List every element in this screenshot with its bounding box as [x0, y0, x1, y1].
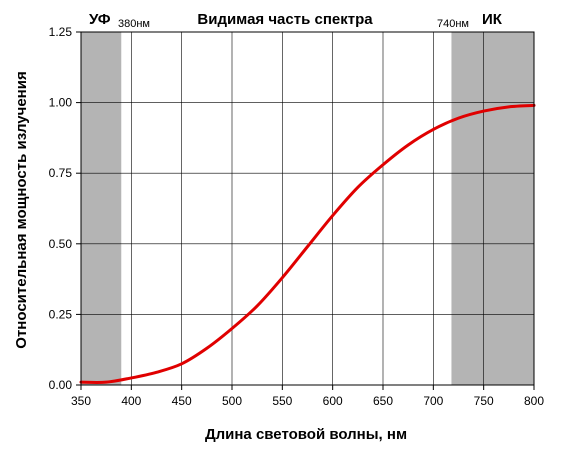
x-tick-label: 650	[373, 394, 393, 408]
series-line-0	[79, 103, 536, 384]
y-tick-label: 1.25	[49, 25, 73, 39]
y-tick-label: 0.25	[49, 307, 73, 321]
uv-region-label: УФ	[89, 11, 111, 28]
shaded-region-1	[451, 32, 534, 385]
y-tick-label: 1.00	[49, 96, 73, 110]
y-tick-label: 0.50	[49, 237, 73, 251]
uv-boundary-label: 380нм	[118, 18, 150, 30]
series-layer	[79, 103, 536, 384]
ticks: 350 400 450 500 550 600 650 700 750 800 0.00 0.25 0.…	[49, 25, 545, 408]
x-axis-title: Длина световой волны, нм	[205, 426, 407, 443]
x-tick-label: 750	[474, 394, 494, 408]
x-tick-label: 450	[172, 394, 192, 408]
x-tick-label: 400	[121, 394, 141, 408]
y-tick-label: 0.00	[49, 378, 73, 392]
shaded-region-0	[81, 32, 122, 385]
plot-frame	[80, 31, 535, 386]
ir-region-label: ИК	[482, 11, 503, 28]
x-tick-label: 350	[71, 394, 91, 408]
ir-boundary-label: 740нм	[437, 18, 469, 30]
y-tick-label: 0.75	[49, 166, 73, 180]
x-tick-label: 600	[323, 394, 343, 408]
shaded-regions	[81, 32, 534, 385]
x-tick-label: 500	[222, 394, 242, 408]
chart-title: Видимая часть спектра	[197, 11, 373, 28]
x-tick-label: 800	[524, 394, 544, 408]
x-tick-label: 700	[423, 394, 443, 408]
y-axis-title: Относительная мощность излучения	[13, 71, 30, 348]
labels: Видимая часть спектра Длина световой вол…	[13, 11, 503, 443]
x-tick-label: 550	[272, 394, 292, 408]
